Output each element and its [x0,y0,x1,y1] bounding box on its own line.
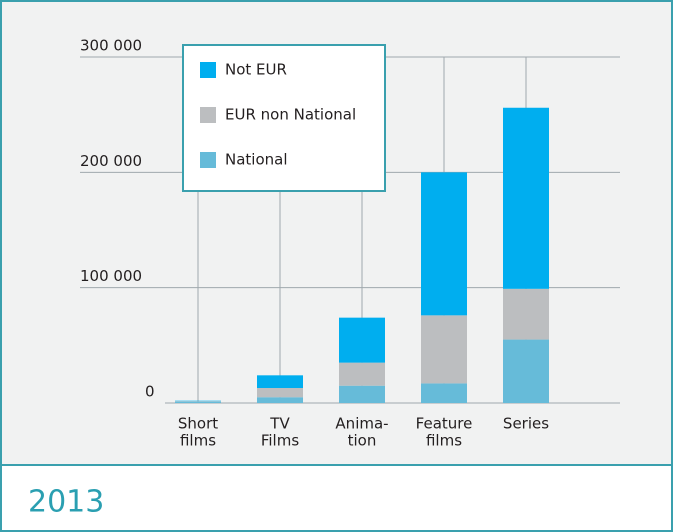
chart-title: 2013 [28,485,104,520]
bar-segment [339,317,385,363]
x-tick-label: films [180,432,216,450]
x-tick-label: tion [348,432,377,450]
x-tick-label: Feature [416,415,473,433]
y-tick-label: 0 [145,383,155,401]
bar-segment [421,172,467,316]
x-tick-label: films [426,432,462,450]
bar-segment [339,385,385,403]
bar-segment [257,397,303,403]
legend-swatch [200,107,216,123]
x-tick-label: Anima- [335,415,388,433]
bar-segment [503,288,549,340]
legend-box [182,44,386,192]
bar-segment [503,339,549,403]
bar-segment [175,400,221,402]
bar-segment [175,401,221,403]
legend-label: National [225,151,288,169]
bar-segment [257,388,303,398]
bar-segment [421,315,467,384]
bar-segment [175,401,221,402]
legend-label: EUR non National [225,106,356,124]
x-tick-label: Short [178,415,218,433]
x-tick-label: TV [269,415,290,433]
legend-label: Not EUR [225,61,287,79]
bar-segment [421,383,467,403]
bar-segment [503,107,549,289]
y-tick-label: 100 000 [80,267,142,285]
x-tick-label: Series [503,415,549,433]
legend-swatch [200,152,216,168]
y-tick-label: 300 000 [80,37,142,55]
bar-segment [257,375,303,389]
y-tick-label: 200 000 [80,152,142,170]
legend-swatch [200,62,216,78]
bar-segment [339,362,385,386]
x-tick-label: Films [261,432,299,450]
